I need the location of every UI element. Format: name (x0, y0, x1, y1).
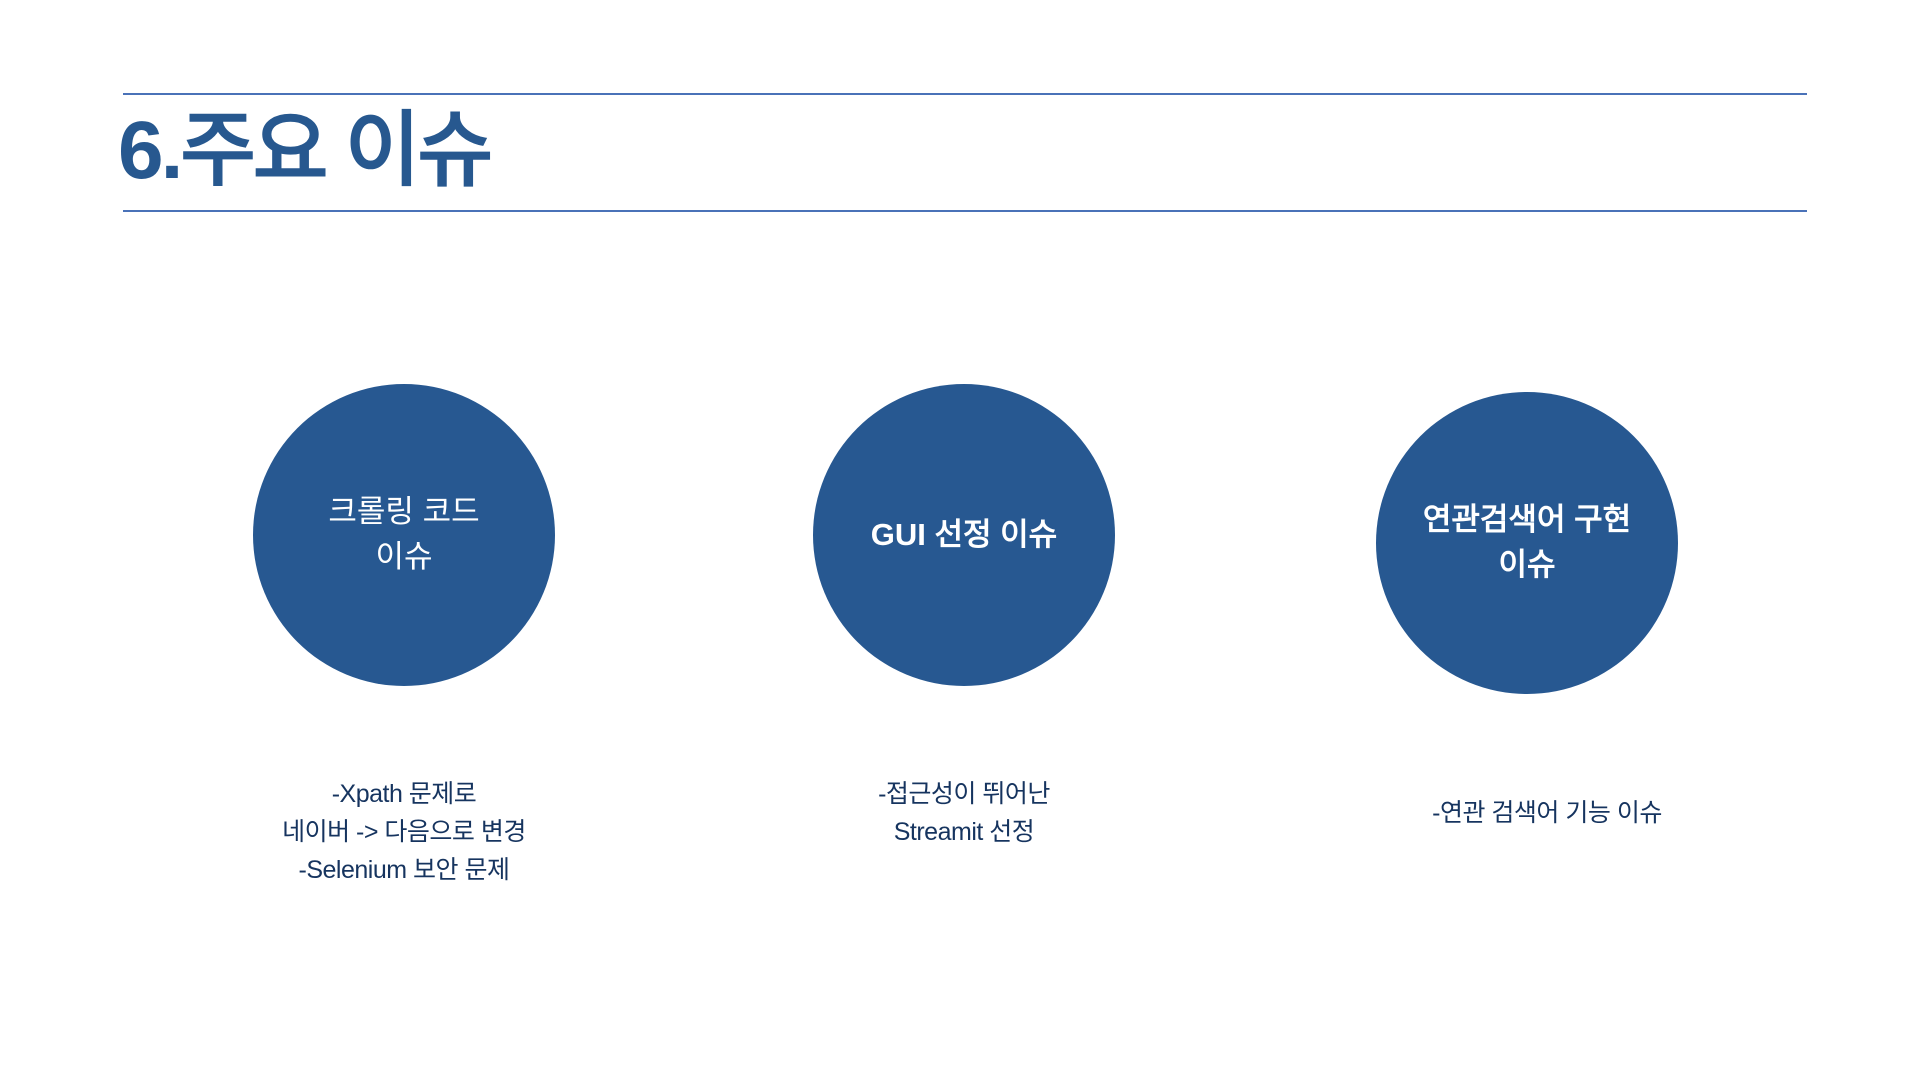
issue-description-gui: -접근성이 뛰어난 Streamit 선정 (878, 780, 1050, 846)
issue-description-related-search: -연관 검색어 기능 이슈 (1432, 799, 1662, 827)
issue-description-crawling: -Xpath 문제로 네이버 -> 다음으로 변경 -Selenium 보안 문… (282, 780, 526, 884)
title-bottom-rule (123, 210, 1807, 212)
title-top-rule (123, 93, 1807, 95)
issue-circle-crawling: 크롤링 코드 이슈 (253, 384, 555, 686)
issue-circle-label: 연관검색어 구현 이슈 (1422, 502, 1632, 582)
issue-circle-related-search: 연관검색어 구현 이슈 (1376, 392, 1678, 694)
issue-circle-label: GUI 선정 이슈 (870, 516, 1058, 552)
issue-circle-gui: GUI 선정 이슈 (813, 384, 1115, 686)
issue-circle-label: 크롤링 코드 이슈 (328, 494, 480, 574)
slide-title: 6.주요 이슈 (118, 105, 493, 196)
